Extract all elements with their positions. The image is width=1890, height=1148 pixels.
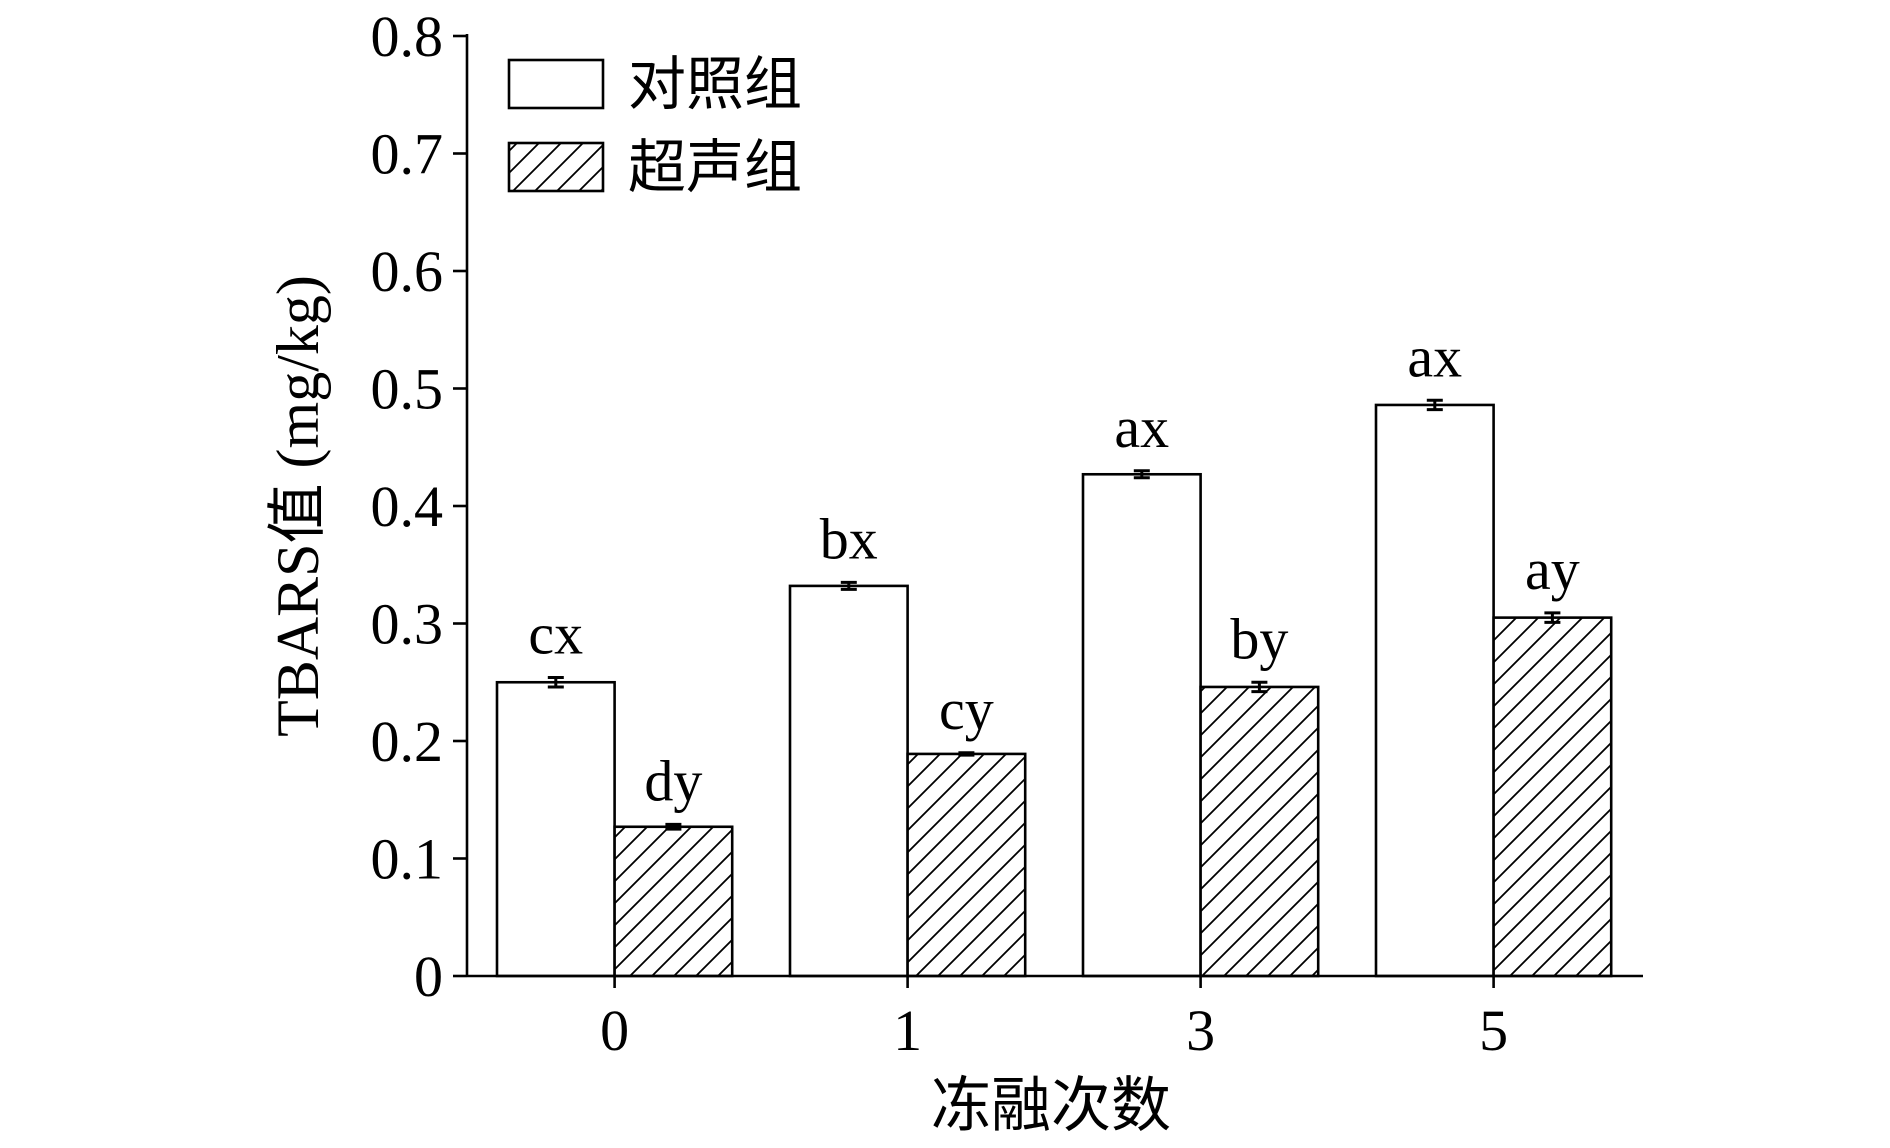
legend-swatch-ultrasound: [507, 141, 605, 193]
x-tick-label: 1: [893, 998, 922, 1063]
y-tick-label: 0.8: [371, 4, 444, 69]
y-tick-label: 0.2: [371, 709, 444, 774]
bar-ultrasound-1: [906, 752, 1027, 978]
y-tick-label: 0.4: [371, 474, 444, 539]
significance-label: cy: [939, 677, 994, 742]
significance-label: dy: [644, 748, 702, 813]
significance-label: bx: [820, 506, 878, 571]
significance-label: by: [1230, 606, 1288, 671]
x-axis-title: 冻融次数: [931, 1073, 1171, 1139]
y-tick-label: 0: [414, 944, 443, 1009]
y-axis-title: TBARS值 (mg/kg): [265, 275, 331, 737]
bar-control-3: [1081, 472, 1202, 978]
significance-label: cx: [528, 602, 583, 667]
bar-ultrasound-5: [1492, 616, 1613, 978]
x-tick-label: 0: [600, 998, 629, 1063]
legend-label-ultrasound: 超声组: [628, 135, 802, 200]
x-tick-label: 5: [1479, 998, 1508, 1063]
axes-layer: [453, 34, 1643, 988]
bars-layer: [495, 398, 1613, 978]
labels-layer: cx dy 0 bx cy 1 ax by 3 ax ay 5 0 0.1 0.2 0.3 0.4 0.5 0.6 0…: [265, 4, 1580, 1139]
bar-control-0: [495, 680, 616, 978]
y-tick-label: 0.6: [371, 239, 444, 304]
y-tick-label: 0.3: [371, 592, 444, 657]
y-tick-label: 0.7: [371, 122, 444, 187]
significance-label: ay: [1525, 537, 1580, 602]
y-tick-label: 0.5: [371, 357, 444, 422]
bar-ultrasound-0: [613, 825, 734, 978]
significance-label: ax: [1407, 324, 1462, 389]
bar-ultrasound-3: [1199, 685, 1320, 978]
legend-swatch-control: [507, 58, 605, 110]
significance-label: ax: [1114, 395, 1169, 460]
bar-control-1: [788, 584, 909, 978]
bar-control-5: [1374, 403, 1495, 978]
y-tick-label: 0.1: [371, 827, 444, 892]
x-tick-label: 3: [1186, 998, 1215, 1063]
legend-label-control: 对照组: [628, 52, 802, 117]
